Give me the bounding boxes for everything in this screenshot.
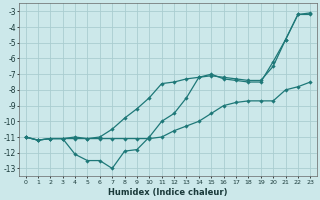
X-axis label: Humidex (Indice chaleur): Humidex (Indice chaleur) [108,188,228,197]
